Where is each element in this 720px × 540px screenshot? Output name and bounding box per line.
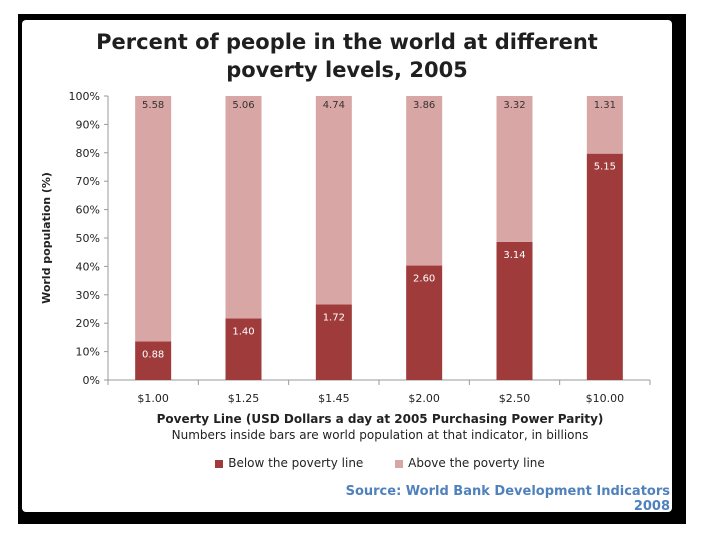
- data-label-below: 0.88: [142, 349, 164, 360]
- x-tick-label: $2.50: [499, 392, 531, 405]
- y-tick-label: 80%: [76, 147, 100, 160]
- bar-below: [496, 241, 533, 380]
- chart-title-line2: poverty levels, 2005: [226, 58, 468, 82]
- data-label-above: 5.58: [142, 100, 164, 111]
- chart-note: Numbers inside bars are world population…: [171, 428, 589, 442]
- data-label-below: 2.60: [413, 274, 435, 285]
- y-tick-label: 50%: [76, 232, 100, 245]
- x-tick-label: $10.00: [586, 392, 625, 405]
- data-label-above: 3.32: [503, 100, 525, 111]
- y-tick-label: 90%: [76, 118, 100, 131]
- y-axis-label: World population (%): [40, 172, 53, 304]
- chart-title-line1: Percent of people in the world at differ…: [96, 30, 598, 54]
- data-label-below: 1.40: [232, 326, 254, 337]
- chart-title: Percent of people in the world at differ…: [22, 28, 672, 84]
- legend-label-above: Above the poverty line: [408, 456, 545, 470]
- data-label-above: 1.31: [594, 100, 616, 111]
- bar-above: [586, 96, 623, 154]
- x-tick-label: $1.00: [137, 392, 169, 405]
- bar-above: [135, 96, 172, 342]
- x-tick-label: $2.00: [408, 392, 440, 405]
- legend-swatch-below: [215, 459, 224, 468]
- data-label-above: 3.86: [413, 100, 435, 111]
- legend-item-below: Below the poverty line: [215, 456, 363, 470]
- bar-above: [406, 96, 443, 266]
- bar-below: [406, 265, 443, 380]
- y-tick-label: 20%: [76, 317, 100, 330]
- data-label-below: 3.14: [503, 250, 525, 261]
- y-tick-label: 60%: [76, 204, 100, 217]
- legend-swatch-above: [395, 459, 404, 468]
- x-tick-label: $1.45: [318, 392, 350, 405]
- x-axis-label: Poverty Line (USD Dollars a day at 2005 …: [156, 412, 604, 426]
- legend-label-below: Below the poverty line: [228, 456, 364, 470]
- data-label-above: 4.74: [323, 100, 345, 111]
- data-label-below: 5.15: [594, 162, 616, 173]
- bar-above: [496, 96, 533, 242]
- y-tick-label: 40%: [76, 260, 100, 273]
- bar-below: [135, 341, 172, 380]
- y-tick-label: 70%: [76, 175, 100, 188]
- y-tick-label: 30%: [76, 289, 100, 302]
- y-tick-label: 0%: [83, 374, 100, 387]
- source-text: Source: World Bank Development Indicator…: [345, 484, 670, 514]
- bar-above: [225, 96, 262, 319]
- bar-below: [225, 318, 262, 380]
- y-tick-label: 100%: [69, 90, 100, 103]
- bar-below: [315, 304, 352, 380]
- bar-above: [315, 96, 352, 305]
- bar-below: [586, 153, 623, 380]
- y-tick-label: 10%: [76, 346, 100, 359]
- data-label-above: 5.06: [232, 100, 254, 111]
- x-tick-label: $1.25: [228, 392, 260, 405]
- data-label-below: 1.72: [323, 312, 345, 323]
- legend: Below the poverty line Above the poverty…: [100, 456, 660, 470]
- legend-item-above: Above the poverty line: [395, 456, 545, 470]
